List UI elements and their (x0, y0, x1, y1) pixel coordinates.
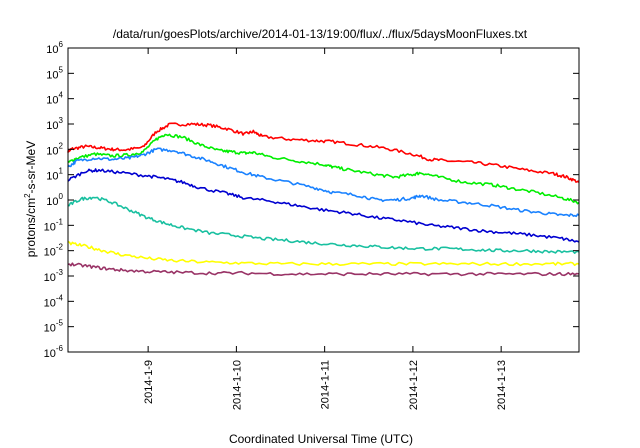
y-tick-label: 104 (46, 91, 63, 107)
series-layer (67, 122, 580, 277)
series-line (67, 168, 580, 243)
series-line (67, 196, 580, 254)
series-line (67, 122, 580, 183)
y-tick-label: 10-2 (44, 243, 64, 259)
plot-frame (67, 47, 580, 353)
series-line (67, 133, 580, 205)
y-tick-label: 103 (46, 116, 63, 132)
y-axis-label: protons/cm2-s-sr-MeV (23, 141, 38, 257)
y-tick-label: 102 (46, 141, 63, 157)
chart-title: /data/run/goesPlots/archive/2014-01-13/1… (113, 27, 528, 41)
y-tick-label: 10-1 (44, 217, 64, 233)
series-line (68, 262, 580, 277)
x-tick-label: 2014-1-13 (496, 360, 508, 410)
x-tick-label: 2014-1-12 (408, 360, 420, 410)
x-tick-label: 2014-1-9 (143, 360, 155, 404)
x-tick-label: 2014-1-10 (231, 360, 243, 410)
ticks-layer: 10-6 10-5 10-4 10-3 10-2 10-1 100 101 102 103 104 1… (44, 40, 579, 410)
y-tick-label: 105 (46, 65, 63, 81)
y-tick-label: 100 (46, 192, 63, 208)
y-tick-label: 10-3 (44, 268, 64, 284)
series-line (67, 147, 580, 218)
y-tick-label: 106 (46, 40, 63, 56)
y-tick-label: 10-4 (44, 293, 64, 309)
x-axis-label: Coordinated Universal Time (UTC) (229, 432, 413, 446)
x-tick-label: 2014-1-11 (320, 360, 332, 409)
y-tick-label: 10-5 (44, 319, 64, 335)
y-tick-label: 10-6 (44, 344, 64, 360)
y-tick-label: 101 (46, 167, 63, 183)
series-line (67, 240, 580, 267)
